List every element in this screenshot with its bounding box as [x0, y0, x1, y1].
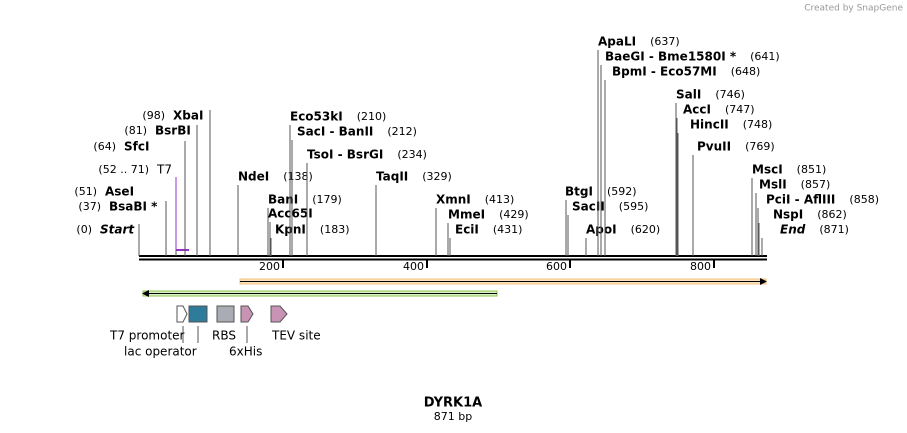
site-position: (857): [801, 178, 831, 191]
site-position: (862): [817, 208, 847, 221]
site-name: SfcI: [124, 140, 149, 154]
site-position: (329): [422, 170, 452, 183]
t7-promoter-icon: [176, 305, 188, 323]
title: DYRK1A: [424, 396, 482, 411]
feature-label: RBS: [212, 329, 236, 343]
site-position: (413): [485, 193, 515, 206]
site-name: BsaBI *: [109, 200, 158, 214]
site-name: BtgI: [565, 185, 593, 199]
site-name: T7: [156, 163, 172, 177]
site-position: (637): [650, 35, 680, 48]
site-name: AccI: [683, 103, 711, 117]
tick-label: 200: [259, 260, 280, 273]
site-position: (37): [78, 200, 101, 213]
site-position: (851): [797, 163, 827, 176]
site-position: (429): [499, 208, 529, 221]
feature-label: lac operator: [124, 345, 197, 359]
site-name: MscI: [752, 163, 783, 177]
site-name: Start: [100, 223, 135, 237]
site-position: (52 .. 71): [98, 163, 149, 176]
site-name: XmnI: [436, 193, 471, 207]
feature-label: T7 promoter: [109, 329, 185, 343]
site-position: (748): [743, 118, 773, 131]
site-position: (769): [745, 140, 775, 153]
site-position: (871): [819, 223, 849, 236]
site-position: (746): [715, 88, 745, 101]
site-name: BsrBI: [155, 124, 191, 138]
lac-operator-icon: [188, 305, 208, 323]
site-position: (212): [387, 125, 417, 138]
site-name: BanI: [268, 193, 298, 207]
site-name: ApaLI: [598, 35, 636, 49]
site-position: (431): [493, 223, 523, 236]
feature-label: TEV site: [271, 329, 321, 343]
site-position: (98): [142, 109, 165, 122]
tev-icon: [270, 305, 288, 323]
his-icon: [240, 305, 254, 323]
site-position: (179): [312, 193, 342, 206]
feature-arrows: [142, 249, 767, 343]
site-name: TsoI - BsrGI: [307, 148, 383, 162]
site-position: (641): [750, 50, 780, 63]
site-name: End: [780, 223, 806, 237]
orf-head: [760, 278, 767, 285]
primer-head: [142, 290, 149, 297]
site-name: TaqII: [376, 170, 408, 184]
site-name: MslI: [759, 178, 787, 192]
size: 871 bp: [434, 410, 472, 423]
site-name: NspI: [773, 208, 803, 222]
site-position: (138): [283, 170, 313, 183]
site-position: (183): [320, 223, 350, 236]
site-name: Eco53kI: [290, 110, 343, 124]
site-name: BpmI - Eco57MI: [612, 65, 717, 79]
site-name: HincII: [690, 118, 729, 132]
site-position: (234): [397, 148, 427, 161]
site-position: (747): [725, 103, 755, 116]
site-name: PvuII: [697, 140, 731, 154]
site-name: SacI - BanII: [297, 125, 373, 139]
site-position: (858): [849, 193, 879, 206]
tick-label: 400: [403, 260, 424, 273]
site-name: BaeGI - Bme1580I *: [605, 50, 737, 64]
site-name: EciI: [455, 223, 479, 237]
site-name: AseI: [105, 185, 134, 199]
site-position: (210): [357, 110, 387, 123]
tick-label: 800: [690, 260, 711, 273]
site-name: PciI - AflIII: [766, 193, 835, 207]
site-name: SalI: [676, 88, 701, 102]
site-name: MmeI: [448, 208, 485, 222]
rbs-icon: [216, 305, 235, 323]
sequence: [139, 255, 767, 261]
site-position: (620): [631, 223, 661, 236]
site-position: (81): [124, 124, 147, 137]
site-position: (64): [93, 140, 116, 153]
credit: Created by SnapGene: [804, 4, 903, 14]
feature-label: 6xHis: [229, 345, 262, 359]
site-name: XbaI: [173, 109, 203, 123]
site-position: (595): [619, 200, 649, 213]
site-name: NdeI: [238, 170, 269, 184]
site-position: (51): [74, 185, 97, 198]
site-name: SacII: [572, 200, 605, 214]
site-position: (0): [76, 223, 92, 236]
tick-label: 600: [546, 260, 567, 273]
site-position: (592): [607, 185, 637, 198]
site-position: (648): [731, 65, 761, 78]
